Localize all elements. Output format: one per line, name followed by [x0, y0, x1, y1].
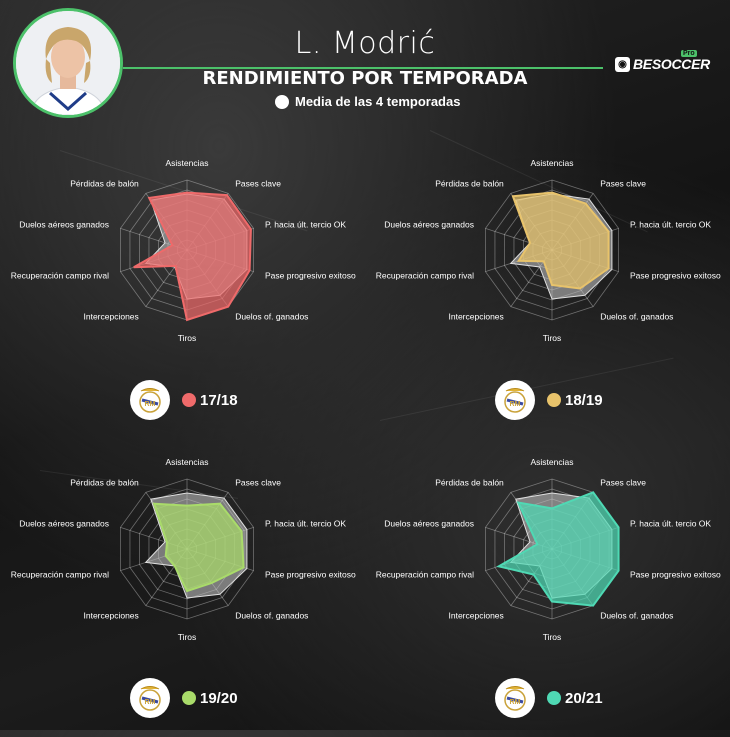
radar-axis-label: Tiros	[178, 632, 197, 642]
radar-chart-season-4: Asistencias Pases clave P. hacia últ. terc…	[365, 457, 730, 737]
radar-season-area	[496, 491, 620, 607]
header-accent-line	[123, 67, 603, 69]
radar-axis-label: Tiros	[543, 333, 562, 343]
player-avatar	[13, 8, 123, 118]
radar-axis-label: Pérdidas de balón	[435, 478, 504, 488]
real-madrid-crest-icon: RM	[130, 380, 170, 420]
radar-season-area	[133, 191, 252, 322]
radar-grid-ring	[485, 179, 619, 321]
radar-axis-label: Duelos of. ganados	[235, 610, 308, 620]
radar-axis-label: Pase progresivo exitoso	[265, 270, 356, 280]
season-tag: RM 17/18	[130, 380, 238, 420]
radar-svg: Asistencias Pases clave P. hacia últ. terc…	[11, 158, 356, 343]
radar-svg: Asistencias Pases clave P. hacia últ. terc…	[11, 457, 356, 642]
radar-axis-label: P. hacia últ. tercio OK	[265, 220, 346, 230]
radar-season-area	[152, 502, 245, 593]
radar-axis-label: Asistencias	[531, 457, 574, 467]
brand-pro-badge: Pro	[681, 50, 697, 57]
radar-axis-label: Pases clave	[600, 478, 646, 488]
legend-label: Media de las 4 temporadas	[295, 94, 461, 109]
radar-axis-label: Pérdidas de balón	[70, 179, 139, 189]
radar-axis-label: Recuperación campo rival	[376, 569, 474, 579]
radar-axis-label: Asistencias	[166, 457, 209, 467]
radar-axis-label: Duelos aéreos ganados	[19, 519, 109, 529]
svg-text:RM: RM	[510, 401, 521, 408]
radar-axis-label: Duelos aéreos ganados	[19, 220, 109, 230]
radar-axis-label: P. hacia últ. tercio OK	[265, 519, 346, 529]
brand-logo: ◉ BESOCCER Pro	[615, 50, 710, 72]
radar-chart-season-2: Asistencias Pases clave P. hacia últ. terc…	[365, 158, 730, 438]
real-madrid-crest-icon: RM	[130, 678, 170, 718]
radar-svg: Asistencias Pases clave P. hacia últ. terc…	[376, 158, 721, 343]
radar-axis-label: Duelos of. ganados	[600, 610, 673, 620]
season-label: 17/18	[200, 391, 238, 409]
svg-text:RM: RM	[145, 699, 156, 706]
season-tag: RM 18/19	[495, 380, 603, 420]
radar-axis-label: Pases clave	[600, 179, 646, 189]
svg-text:RM: RM	[510, 699, 521, 706]
radar-axis-label: Recuperación campo rival	[11, 569, 109, 579]
radar-axis-label: Recuperación campo rival	[11, 270, 109, 280]
season-label: 20/21	[565, 689, 603, 707]
radar-axis-label: Intercepciones	[84, 610, 139, 620]
radar-axis-label: Pase progresivo exitoso	[630, 569, 721, 579]
radar-axis-label: Tiros	[178, 333, 197, 343]
radar-chart-season-3: Asistencias Pases clave P. hacia últ. terc…	[0, 457, 365, 737]
brand-name: BESOCCER	[633, 56, 710, 72]
radar-axis-label: Duelos of. ganados	[600, 311, 673, 321]
radar-chart-season-1: Asistencias Pases clave P. hacia últ. terc…	[0, 158, 365, 438]
radar-axis-label: Pases clave	[235, 179, 281, 189]
radar-axis-label: Duelos aéreos ganados	[384, 220, 474, 230]
svg-text:RM: RM	[145, 401, 156, 408]
radar-axis-label: Pases clave	[235, 478, 281, 488]
radar-axis-label: Asistencias	[531, 158, 574, 168]
radar-axis-label: Recuperación campo rival	[376, 270, 474, 280]
legend-marker-average	[275, 94, 289, 109]
radar-season-area	[511, 191, 610, 290]
real-madrid-crest-icon: RM	[495, 380, 535, 420]
season-tag: RM 20/21	[495, 678, 603, 718]
season-color-marker	[547, 393, 561, 407]
radar-axis-label: Pérdidas de balón	[70, 478, 139, 488]
besoccer-icon: ◉	[615, 56, 630, 72]
season-tag: RM 19/20	[130, 678, 238, 718]
radar-svg: Asistencias Pases clave P. hacia últ. terc…	[376, 457, 721, 642]
season-label: 19/20	[200, 689, 238, 707]
radar-axis-label: Intercepciones	[449, 610, 504, 620]
season-color-marker	[182, 393, 196, 407]
real-madrid-crest-icon: RM	[495, 678, 535, 718]
radar-axis-label: Asistencias	[166, 158, 209, 168]
radar-axis-label: Duelos aéreos ganados	[384, 519, 474, 529]
player-name: L. Modrić	[294, 26, 436, 61]
radar-axis-label: Intercepciones	[84, 311, 139, 321]
radar-axis-label: P. hacia últ. tercio OK	[630, 519, 711, 529]
season-color-marker	[182, 691, 196, 705]
radar-axis-label: Pérdidas de balón	[435, 179, 504, 189]
legend: Media de las 4 temporadas	[275, 94, 460, 109]
radar-axis-label: P. hacia últ. tercio OK	[630, 220, 711, 230]
season-color-marker	[547, 691, 561, 705]
season-label: 18/19	[565, 391, 603, 409]
radar-axis-label: Duelos of. ganados	[235, 311, 308, 321]
radar-axis-label: Pase progresivo exitoso	[630, 270, 721, 280]
radar-grid-ring	[120, 478, 254, 620]
radar-axis-label: Pase progresivo exitoso	[265, 569, 356, 579]
radar-axis-label: Intercepciones	[449, 311, 504, 321]
radar-axis-label: Tiros	[543, 632, 562, 642]
page-subtitle: RENDIMIENTO POR TEMPORADA	[202, 68, 528, 89]
